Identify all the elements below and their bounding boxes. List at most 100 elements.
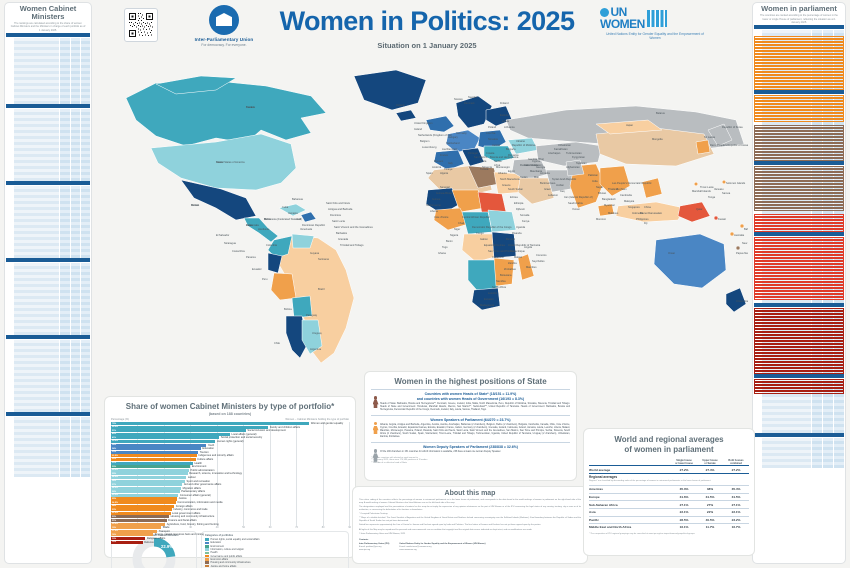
right-table-rows[interactable] xyxy=(753,25,845,468)
table-row[interactable] xyxy=(6,91,90,95)
table-row[interactable] xyxy=(754,352,844,356)
chart-bar[interactable]: 29.5% xyxy=(111,468,189,472)
country-peru[interactable] xyxy=(270,272,297,301)
table-row[interactable] xyxy=(6,422,90,426)
country-finland[interactable] xyxy=(485,105,513,127)
table-row[interactable] xyxy=(6,94,90,98)
table-row[interactable] xyxy=(6,40,90,44)
table-row[interactable] xyxy=(6,203,90,207)
table-row[interactable] xyxy=(6,464,90,468)
table-row[interactable] xyxy=(754,62,844,66)
table-row[interactable] xyxy=(6,455,90,459)
table-row[interactable] xyxy=(754,296,844,300)
table-row[interactable] xyxy=(6,132,90,136)
table-row[interactable] xyxy=(754,358,844,362)
country-nigeria-region[interactable] xyxy=(433,207,469,231)
table-row[interactable] xyxy=(6,230,90,234)
table-row[interactable] xyxy=(6,126,90,130)
table-row[interactable] xyxy=(754,112,844,116)
chart-bar-row[interactable]: 39.5% Human rights (general) xyxy=(111,439,351,444)
table-row[interactable] xyxy=(6,76,90,80)
table-row[interactable] xyxy=(754,411,844,415)
table-row[interactable] xyxy=(754,449,844,453)
table-row[interactable] xyxy=(6,298,90,302)
chart-bar-row[interactable]: 36% Youth xyxy=(111,443,351,447)
table-row[interactable] xyxy=(754,157,844,161)
table-row[interactable] xyxy=(754,423,844,427)
table-row[interactable] xyxy=(754,192,844,196)
country-alaska[interactable] xyxy=(155,75,237,95)
country-balkans[interactable] xyxy=(483,145,515,163)
chart-bar-row[interactable]: 26% Parliamentary affairs xyxy=(111,490,351,494)
table-row[interactable] xyxy=(754,180,844,184)
table-row[interactable] xyxy=(6,289,90,293)
chart-bar[interactable]: 13% xyxy=(111,537,146,541)
table-row[interactable] xyxy=(6,162,90,166)
chart-bar[interactable]: 24.5% xyxy=(111,501,176,505)
table-row[interactable] xyxy=(6,49,90,53)
table-row[interactable] xyxy=(6,354,90,358)
table-row[interactable] xyxy=(754,387,844,391)
table-row[interactable] xyxy=(754,278,844,282)
table-row[interactable] xyxy=(6,443,90,447)
table-row[interactable] xyxy=(6,188,90,192)
table-row[interactable] xyxy=(6,239,90,243)
chart-bar-row[interactable]: 19% Trade xyxy=(111,526,351,530)
table-row[interactable] xyxy=(754,381,844,385)
table-row[interactable] xyxy=(754,390,844,394)
table-row[interactable] xyxy=(6,431,90,435)
table-row[interactable] xyxy=(6,227,90,231)
chart-bar-row[interactable]: 22% Housing and community infrastructure xyxy=(111,515,351,519)
table-row[interactable] xyxy=(754,245,844,249)
table-row[interactable] xyxy=(754,127,844,131)
chart-bar-row[interactable]: 17.5% Transport xyxy=(111,529,351,533)
table-row[interactable] xyxy=(6,159,90,163)
table-row[interactable] xyxy=(754,343,844,347)
country-china[interactable] xyxy=(595,127,715,167)
table-row[interactable] xyxy=(754,236,844,240)
chart-bar-row[interactable]: 30% Environment xyxy=(111,465,351,469)
country-usa[interactable] xyxy=(150,133,297,191)
table-row[interactable] xyxy=(6,375,90,379)
table-row[interactable] xyxy=(6,88,90,92)
country-southeast-asia[interactable] xyxy=(599,165,631,197)
table-row[interactable] xyxy=(754,124,844,128)
table-row[interactable] xyxy=(754,219,844,223)
table-row[interactable] xyxy=(6,271,90,275)
chart-bar[interactable]: 28% xyxy=(111,479,186,483)
country-korea[interactable] xyxy=(695,139,711,155)
table-row[interactable] xyxy=(6,331,90,335)
country-japan[interactable] xyxy=(707,123,733,147)
table-row[interactable] xyxy=(754,44,844,48)
table-row[interactable] xyxy=(754,130,844,134)
table-row[interactable] xyxy=(754,201,844,205)
table-row[interactable] xyxy=(754,293,844,297)
table-row[interactable] xyxy=(754,145,844,149)
table-row[interactable] xyxy=(6,384,90,388)
table-row[interactable] xyxy=(754,204,844,208)
contact-email[interactable]: E-mail: media.team@unwomen.org xyxy=(399,545,432,548)
contact-email[interactable]: E-mail: postbox@ipu.org xyxy=(359,545,382,548)
table-row[interactable] xyxy=(6,61,90,65)
table-row[interactable] xyxy=(754,189,844,193)
table-row[interactable] xyxy=(754,384,844,388)
table-row[interactable] xyxy=(6,64,90,68)
table-row[interactable] xyxy=(6,357,90,361)
table-row[interactable] xyxy=(754,446,844,450)
table-row[interactable] xyxy=(6,245,90,249)
chart-bar[interactable]: 45% xyxy=(111,432,230,436)
table-row[interactable] xyxy=(754,59,844,63)
table-row[interactable] xyxy=(6,242,90,246)
chart-bar-row[interactable]: 28% Sport and recreation xyxy=(111,479,351,483)
country-canada[interactable] xyxy=(125,79,327,147)
country-philippines[interactable] xyxy=(641,177,663,199)
table-row[interactable] xyxy=(6,191,90,195)
chart-bar[interactable]: 22% xyxy=(111,515,170,519)
table-row[interactable] xyxy=(6,197,90,201)
contact-web[interactable]: www.unwomen.org xyxy=(399,548,417,551)
chart-bar[interactable]: 22.5% xyxy=(111,511,171,515)
table-row[interactable] xyxy=(754,328,844,332)
table-row[interactable] xyxy=(6,251,90,255)
table-row[interactable] xyxy=(754,32,844,36)
country-turkey-caucasus[interactable] xyxy=(511,157,549,181)
